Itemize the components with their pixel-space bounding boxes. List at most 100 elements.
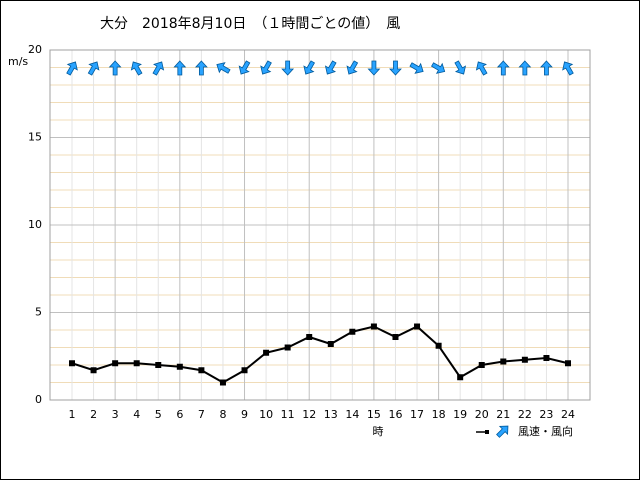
- y-tick-label: 15: [28, 131, 42, 144]
- y-tick-label: 5: [35, 306, 42, 319]
- y-tick-label: 10: [28, 218, 42, 231]
- arrow-shape: [409, 62, 424, 74]
- wind-arrow: [66, 61, 78, 76]
- wind-arrow: [346, 60, 359, 75]
- y-tick-label: 20: [28, 43, 42, 56]
- wind-arrow: [518, 60, 532, 76]
- wind-arrow: [281, 60, 295, 76]
- x-tick-label: 21: [496, 408, 510, 421]
- data-point: [69, 360, 75, 367]
- arrow-shape: [431, 62, 446, 74]
- wind-arrow: [431, 62, 446, 74]
- wind-arrow: [152, 61, 165, 76]
- arrow-shape: [194, 60, 208, 76]
- x-tick-label: 11: [281, 408, 295, 421]
- arrow-shape: [496, 60, 510, 76]
- x-tick-label: 7: [198, 408, 205, 421]
- wind-arrow: [389, 60, 402, 76]
- arrow-shape: [454, 60, 467, 75]
- data-point: [349, 328, 356, 335]
- data-point: [263, 349, 270, 356]
- arrow-shape: [281, 60, 295, 76]
- x-tick-label: 2: [90, 408, 97, 421]
- data-point: [478, 362, 485, 368]
- arrow-shape: [130, 61, 143, 76]
- wind-arrow: [173, 60, 187, 76]
- x-tick-label: 4: [133, 408, 140, 421]
- data-point: [198, 367, 205, 374]
- chart-title: 大分 2018年8月10日 （１時間ごとの値） 風: [100, 16, 400, 32]
- x-tick-label: 24: [561, 408, 575, 421]
- x-tick-label: 22: [518, 408, 532, 421]
- wind-arrow: [475, 61, 488, 76]
- x-tick-label: 13: [324, 408, 338, 421]
- x-tick-label: 6: [176, 408, 183, 421]
- arrow-shape: [303, 60, 315, 75]
- arrow-shape: [108, 60, 122, 76]
- wind-arrow: [303, 60, 315, 75]
- arrow-shape: [260, 60, 272, 75]
- data-point: [133, 360, 140, 367]
- data-point: [112, 360, 119, 367]
- wind-arrow: [260, 60, 272, 75]
- wind-arrow: [409, 62, 424, 74]
- wind-arrow: [540, 60, 553, 76]
- arrow-shape: [562, 61, 574, 76]
- wind-arrow: [194, 60, 208, 76]
- legend-point: [485, 430, 489, 434]
- x-tick-label: 17: [410, 408, 424, 421]
- wind-arrow: [87, 61, 100, 76]
- arrow-shape: [389, 60, 402, 76]
- arrow-shape: [66, 61, 78, 76]
- x-tick-label: 20: [475, 408, 489, 421]
- legend-arrow: [496, 425, 509, 438]
- arrow-shape: [475, 61, 488, 76]
- data-point: [327, 341, 334, 347]
- data-point: [306, 334, 313, 340]
- data-point: [414, 323, 421, 330]
- wind-arrow: [108, 60, 122, 76]
- x-tick-label: 8: [219, 408, 226, 421]
- data-point: [219, 379, 226, 386]
- arrow-shape: [173, 60, 187, 76]
- data-point: [90, 367, 97, 374]
- x-tick-label: 10: [259, 408, 273, 421]
- x-tick-label: 1: [69, 408, 76, 421]
- wind-arrow: [324, 60, 337, 75]
- wind-arrow: [454, 60, 467, 75]
- data-point: [500, 358, 507, 365]
- data-point: [392, 334, 399, 340]
- legend-label: 風速・風向: [518, 424, 573, 438]
- data-point: [521, 356, 528, 363]
- wind-arrow: [130, 61, 143, 76]
- data-point: [435, 342, 442, 349]
- x-axis-label: 時: [373, 425, 384, 438]
- plot-border: [49, 49, 591, 401]
- data-point: [565, 360, 571, 367]
- arrow-shape: [518, 60, 532, 76]
- arrow-shape: [367, 60, 381, 76]
- data-point: [543, 355, 550, 361]
- wind-arrow: [238, 60, 251, 75]
- data-line: [71, 325, 569, 384]
- arrow-shape: [540, 60, 553, 76]
- arrow-shape: [238, 60, 251, 75]
- x-tick-label: 15: [367, 408, 381, 421]
- y-axis-label: m/s: [8, 55, 28, 68]
- wind-arrow: [562, 61, 574, 76]
- x-tick-label: 16: [388, 408, 402, 421]
- arrow-shape: [152, 61, 165, 76]
- arrow-shape: [216, 62, 231, 74]
- data-point: [241, 367, 248, 374]
- x-tick-label: 18: [432, 408, 446, 421]
- data-point: [370, 323, 377, 330]
- wind-arrow: [367, 60, 381, 76]
- x-tick-label: 14: [345, 408, 359, 421]
- y-tick-label: 0: [35, 393, 42, 406]
- data-point: [457, 374, 464, 381]
- wind-arrow: [496, 60, 510, 76]
- x-tick-label: 19: [453, 408, 467, 421]
- x-tick-label: 23: [539, 408, 553, 421]
- data-point: [155, 362, 162, 368]
